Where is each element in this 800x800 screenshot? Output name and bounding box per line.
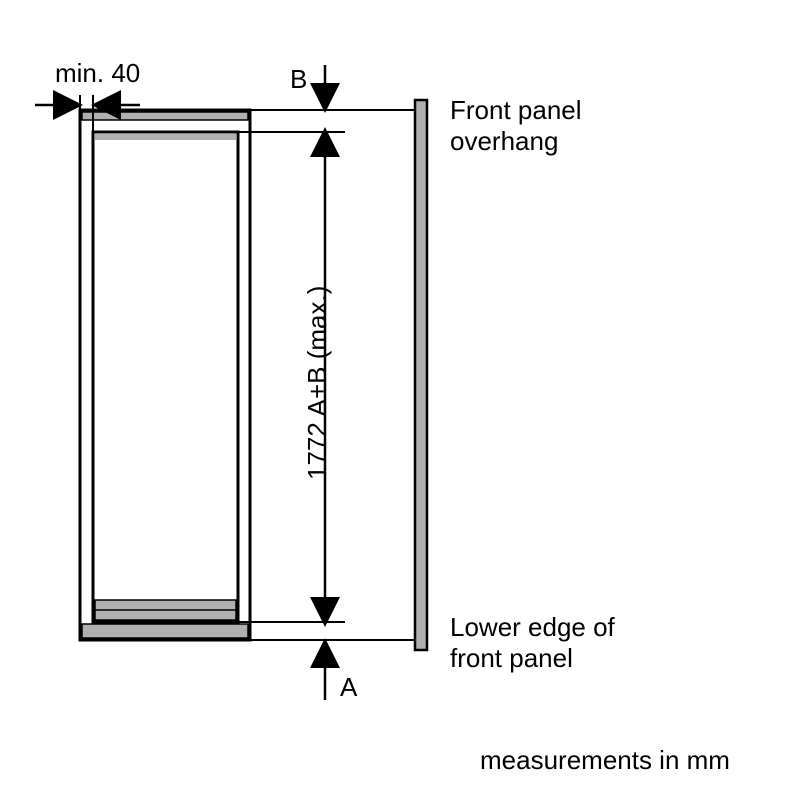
cabinet-top-bar — [82, 112, 248, 120]
outer-cabinet — [80, 110, 250, 640]
label-front-panel-overhang-l1: Front panel — [450, 95, 582, 125]
cabinet-bottom-bar — [82, 624, 248, 638]
inner-door-top-strip — [95, 134, 236, 140]
label-height: 1772 A+B (max.) — [302, 286, 333, 480]
label-front-panel-overhang: Front panel overhang — [450, 95, 582, 157]
inner-door — [93, 132, 238, 622]
label-min40: min. 40 — [55, 58, 140, 89]
front-panel-side — [415, 100, 427, 650]
label-front-panel-overhang-l2: overhang — [450, 126, 558, 156]
label-lower-edge-l1: Lower edge of — [450, 612, 615, 642]
label-a: A — [340, 672, 357, 703]
label-units: measurements in mm — [480, 745, 730, 776]
label-b: B — [290, 64, 307, 95]
label-lower-edge-l2: front panel — [450, 643, 573, 673]
label-lower-edge: Lower edge of front panel — [450, 612, 615, 674]
